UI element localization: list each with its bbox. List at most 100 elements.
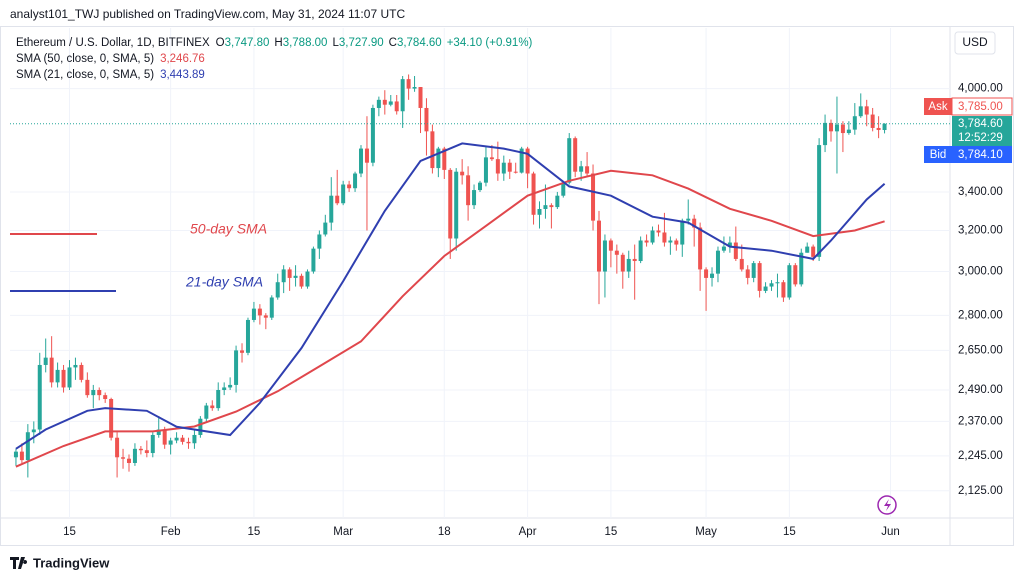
candle-body (787, 265, 792, 298)
frame (0, 26, 1014, 546)
candle-body (299, 275, 304, 287)
candle-body (85, 379, 90, 396)
candle-body (692, 218, 697, 228)
candle-body (329, 195, 334, 223)
candle-body (656, 230, 661, 233)
candle-body (168, 440, 173, 445)
o-value: 3,747.80 (225, 37, 270, 49)
candle-body (769, 283, 774, 287)
candle-body (138, 448, 143, 451)
candle-body (555, 195, 560, 208)
candle-body (144, 450, 149, 454)
logo-icon (10, 557, 28, 569)
candle-body (287, 269, 292, 278)
candle-body (704, 269, 709, 278)
candle-body (632, 258, 637, 262)
l-value: 3,727.90 (339, 37, 384, 49)
y-tick-label: 2,370.00 (958, 415, 1003, 427)
ask-label: Ask (928, 101, 947, 113)
candle-body (323, 222, 328, 235)
candle-body (121, 457, 126, 459)
y-tick-label: 3,200.00 (958, 225, 1003, 237)
candle-body (620, 254, 625, 272)
candle-body (585, 166, 590, 174)
candle-body (525, 148, 530, 174)
indicator-name: SMA (21, close, 0, SMA, 5) (16, 69, 154, 81)
candle-body (513, 171, 518, 173)
candle-body (507, 162, 512, 172)
candle-body (775, 282, 780, 284)
currency-button[interactable] (954, 31, 996, 55)
indicator-name: SMA (50, close, 0, SMA, 5) (16, 53, 154, 65)
candle-body (347, 184, 352, 189)
candle-body (727, 242, 732, 247)
candle-body (204, 405, 209, 419)
currency[interactable]: USD (962, 35, 988, 49)
candle-body (388, 101, 393, 105)
candle-body (293, 275, 298, 278)
candle-body (799, 252, 804, 285)
candle-body (715, 250, 720, 274)
candle-body (150, 434, 155, 454)
candle-body (216, 390, 221, 409)
candle-body (781, 282, 786, 298)
change: +34.10 (+0.91%) (447, 37, 533, 49)
legend-line: Ethereum / U.S. Dollar, 1D, BITFINEX O3,7… (16, 37, 533, 49)
x-tick-label: 15 (248, 526, 261, 538)
y-tick-label: 2,490.00 (958, 384, 1003, 396)
candle-body (638, 240, 643, 262)
brand: TradingView (33, 555, 110, 570)
last-price: 3,784.60 (958, 118, 1003, 130)
candle-body (275, 282, 280, 298)
candle-body (364, 148, 369, 163)
candle-body (537, 208, 542, 215)
candle-body (263, 315, 268, 318)
candle-body (162, 429, 167, 445)
candle-body (245, 319, 250, 353)
candle-body (97, 390, 102, 396)
candle-body (561, 182, 566, 196)
candle-body (686, 218, 691, 221)
bid-label: Bid (930, 149, 947, 161)
candle-body (876, 127, 881, 131)
candle-body (406, 79, 411, 89)
candle-body (763, 286, 768, 291)
sma-line (15, 169, 885, 468)
candle-body (579, 166, 584, 172)
indicator-value: 3,246.76 (160, 53, 205, 65)
annotation: 21-day SMA (185, 274, 263, 290)
candle-body (156, 429, 161, 435)
candle-body (228, 384, 233, 388)
y-tick-label: 2,245.00 (958, 450, 1003, 462)
candle-body (721, 246, 726, 251)
candle-body (192, 434, 197, 444)
candle-body (317, 234, 322, 249)
candle-body (549, 205, 554, 208)
ask-tag (924, 98, 952, 115)
candle-body (662, 232, 667, 243)
candle-body (846, 129, 851, 134)
candle-body (132, 448, 137, 463)
candle-body (591, 173, 596, 221)
candle-body (680, 220, 685, 245)
candle-body (353, 173, 358, 189)
last-box (952, 116, 1012, 146)
candle-body (61, 369, 66, 388)
candle-body (382, 99, 387, 105)
c-value: 3,784.60 (397, 37, 442, 49)
legend-line: SMA (21, close, 0, SMA, 5) 3,443.89 (16, 69, 205, 81)
candle-body (644, 240, 649, 243)
candle-body (626, 258, 631, 272)
event-icon[interactable] (877, 495, 897, 515)
candle-body (269, 297, 274, 318)
grid (10, 28, 950, 518)
x-tick-label: 15 (783, 526, 796, 538)
candle-body (489, 157, 494, 160)
candle-body (698, 227, 703, 270)
candle-body (73, 364, 78, 368)
plot (10, 74, 950, 478)
y-tick-label: 2,800.00 (958, 309, 1003, 321)
sma-line (15, 142, 886, 450)
l-label: L (332, 37, 339, 49)
